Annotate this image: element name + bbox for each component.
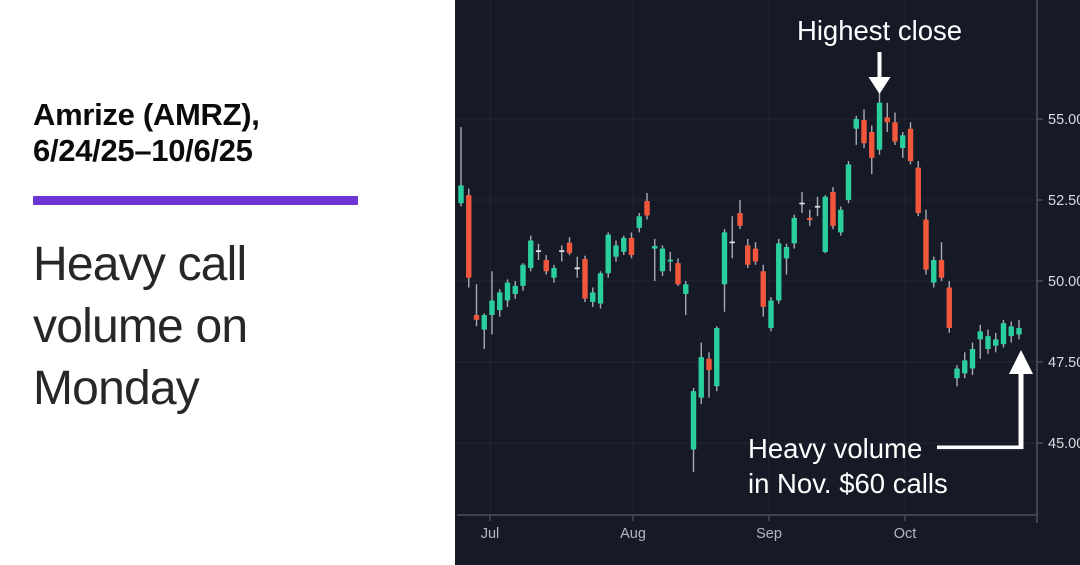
candle (752, 248, 759, 262)
candle (597, 273, 604, 304)
candle (822, 196, 828, 252)
candle (473, 315, 480, 320)
candle (659, 248, 666, 272)
candle (977, 331, 983, 340)
candle (582, 258, 588, 299)
candle (884, 117, 890, 123)
y-axis-label: 52.50 (1048, 193, 1080, 209)
y-axis-label: 45.00 (1048, 436, 1080, 452)
candle (714, 327, 720, 387)
candle (900, 135, 906, 149)
candle (535, 250, 542, 253)
candle (845, 164, 852, 200)
chart-title-line1: Amrize (AMRZ), (33, 97, 260, 132)
y-axis-label: 50.00 (1048, 274, 1080, 290)
candle (683, 284, 689, 294)
candle (985, 336, 991, 350)
candle (962, 360, 968, 374)
candle (481, 315, 487, 330)
candle (931, 259, 937, 283)
y-axis-label: 55.00 (1048, 112, 1080, 128)
candle (807, 217, 813, 221)
x-axis-label: Sep (756, 526, 782, 542)
candle (954, 368, 960, 379)
candle (907, 128, 914, 162)
left-panel: Amrize (AMRZ), 6/24/25–10/6/25 Heavy cal… (0, 0, 455, 565)
candle (915, 167, 921, 213)
candle (814, 205, 821, 208)
candle (566, 242, 573, 254)
candle (675, 263, 681, 285)
candle (621, 237, 627, 252)
candle (512, 285, 518, 294)
candle (729, 241, 735, 244)
candle (466, 195, 472, 278)
arrow-down-shaft (877, 52, 882, 79)
candle (644, 200, 650, 216)
candle (551, 268, 557, 278)
candle (489, 300, 495, 316)
candle (923, 219, 929, 270)
candle (776, 243, 782, 301)
candle (737, 212, 743, 226)
candle (636, 216, 642, 228)
annotation-heavy-volume-line2: in Nov. $60 calls (748, 468, 948, 499)
accent-bar (33, 196, 358, 205)
candle (528, 240, 534, 269)
candle (876, 102, 883, 150)
headline: Heavy call volume on Monday (33, 238, 248, 415)
elbow-arrow-v (1018, 372, 1024, 449)
candle (504, 282, 511, 301)
candle (458, 185, 464, 204)
candle (520, 264, 526, 286)
date-range: 6/24/25–10/6/25 (33, 133, 253, 168)
candle (869, 131, 875, 158)
candle (698, 357, 704, 398)
candle (605, 234, 611, 274)
candle (1016, 327, 1022, 335)
chart-panel: 55.00 52.50 50.00 47.50 45.00 Jul Aug Sep Oct Hig… (455, 0, 1080, 565)
elbow-arrow-up-icon (1009, 350, 1033, 374)
candle (993, 339, 999, 346)
chart-title: Amrize (AMRZ), 6/24/25–10/6/25 (33, 97, 455, 169)
candle (652, 246, 658, 249)
candle (791, 217, 797, 244)
candle (783, 246, 790, 259)
candle (745, 245, 751, 265)
annotation-highest-close-label: Highest close (797, 15, 962, 46)
candle (497, 292, 503, 311)
price-chart: 55.00 52.50 50.00 47.50 45.00 Jul Aug Sep Oct Hig… (455, 0, 1080, 542)
candle (628, 237, 635, 256)
candle (1000, 323, 1007, 345)
y-axis-label: 47.50 (1048, 355, 1080, 371)
candle (543, 259, 549, 272)
x-axis-label: Jul (481, 526, 500, 542)
candle (799, 202, 805, 205)
candle (892, 122, 898, 142)
candle (969, 349, 976, 369)
candle (559, 250, 565, 253)
candle (721, 232, 728, 285)
candle (853, 119, 859, 129)
candle (946, 287, 952, 328)
candle (590, 292, 596, 303)
candle (938, 259, 945, 278)
candle (1008, 326, 1014, 337)
candle (706, 358, 712, 371)
candle (613, 245, 619, 257)
arrow-down-icon (868, 77, 891, 94)
candle (667, 259, 673, 262)
elbow-arrow-h (937, 445, 1024, 450)
x-axis-label: Aug (620, 526, 646, 542)
candle (861, 119, 867, 144)
candle (838, 209, 844, 233)
candle (690, 391, 697, 450)
candle (574, 267, 580, 270)
candle (760, 271, 766, 307)
candle (768, 300, 774, 328)
annotation-heavy-volume-line1: Heavy volume (748, 433, 922, 464)
x-axis-label: Oct (894, 526, 917, 542)
candle (830, 191, 836, 226)
